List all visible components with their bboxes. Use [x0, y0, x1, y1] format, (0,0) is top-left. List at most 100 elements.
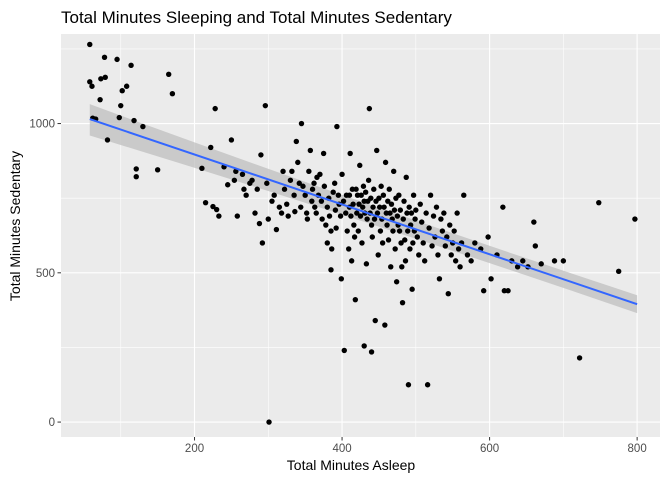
data-point [560, 258, 567, 264]
data-point [252, 210, 258, 216]
data-point [104, 137, 111, 143]
data-point [334, 123, 340, 130]
data-point [461, 192, 467, 198]
data-point [403, 174, 409, 180]
data-point [326, 213, 333, 219]
data-point [500, 204, 506, 210]
data-point [368, 349, 375, 355]
data-point [406, 204, 412, 210]
data-point [302, 192, 308, 198]
data-point [202, 199, 209, 206]
data-point [596, 199, 602, 206]
data-point [390, 228, 396, 234]
data-point [368, 195, 374, 201]
data-point [225, 182, 231, 188]
data-point [356, 201, 362, 207]
data-point [348, 258, 355, 264]
data-point [361, 198, 367, 204]
data-point [339, 171, 345, 178]
x-axis-title: Total Minutes Asleep [287, 457, 416, 473]
data-point [369, 234, 376, 240]
data-point [343, 210, 349, 216]
data-point [402, 237, 408, 243]
data-point [265, 216, 271, 222]
data-point [371, 216, 378, 222]
data-point [256, 220, 263, 227]
data-point [241, 186, 247, 192]
data-point [371, 186, 377, 192]
data-point [313, 210, 319, 216]
data-point [337, 213, 344, 219]
data-point [169, 91, 176, 97]
data-point [101, 54, 108, 60]
data-point [254, 186, 260, 192]
data-point [366, 105, 373, 112]
data-point [208, 144, 214, 151]
data-point [464, 252, 471, 258]
data-point [377, 228, 384, 234]
data-point [128, 62, 134, 69]
data-point [295, 159, 301, 166]
data-point [414, 234, 421, 240]
data-point [358, 192, 364, 198]
data-point [357, 213, 364, 219]
data-point [293, 138, 300, 145]
data-point [291, 192, 297, 198]
data-point [360, 183, 367, 189]
data-point [346, 192, 353, 198]
data-point [118, 102, 124, 109]
data-point [304, 216, 311, 222]
data-point [340, 198, 347, 204]
data-point [140, 123, 146, 130]
data-point [333, 225, 339, 231]
data-point [306, 168, 312, 175]
data-point [234, 213, 241, 219]
data-point [372, 317, 378, 324]
data-point [445, 291, 451, 297]
data-point [468, 258, 474, 264]
data-point [353, 186, 359, 192]
data-point [390, 168, 397, 175]
y-tick-label: 500 [36, 268, 55, 280]
data-point [216, 213, 222, 219]
data-point [318, 198, 325, 204]
data-point [284, 201, 290, 207]
data-point [354, 192, 361, 198]
data-point [531, 219, 537, 225]
data-point [357, 162, 363, 169]
data-point [119, 88, 125, 94]
data-point [364, 216, 370, 222]
data-point [199, 165, 205, 172]
data-point [133, 166, 139, 172]
data-point [383, 210, 390, 216]
data-point [320, 150, 327, 157]
data-point [392, 246, 398, 252]
data-point [328, 267, 334, 273]
data-point [312, 204, 318, 210]
data-point [433, 204, 440, 210]
data-point [351, 222, 357, 228]
data-point [296, 180, 302, 186]
data-point [210, 203, 216, 210]
data-point [264, 180, 270, 186]
data-point [538, 261, 544, 267]
data-point [331, 180, 338, 186]
data-point [349, 186, 356, 192]
data-point [362, 189, 369, 195]
data-point [309, 186, 316, 192]
x-tick-label: 800 [628, 443, 647, 455]
data-point [457, 264, 463, 270]
data-point [311, 180, 317, 186]
data-point [273, 226, 280, 233]
data-point [480, 288, 487, 294]
data-point [397, 207, 404, 213]
data-point [404, 210, 410, 216]
data-point [276, 204, 283, 210]
data-point [321, 183, 328, 189]
data-point [338, 276, 345, 282]
data-point [576, 355, 583, 361]
data-point [429, 243, 435, 249]
data-point [243, 192, 249, 198]
data-point [399, 299, 406, 306]
data-point [380, 192, 387, 198]
